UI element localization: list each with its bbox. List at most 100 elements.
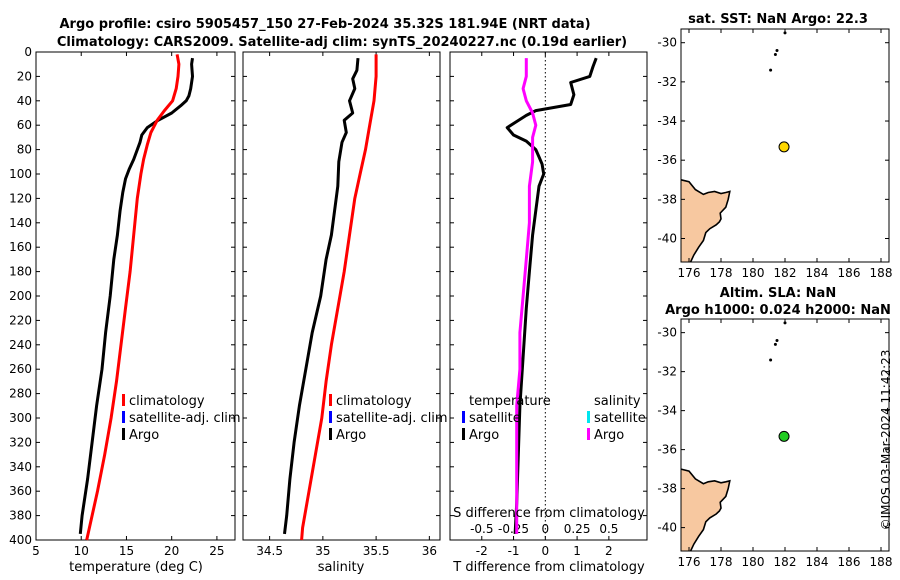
x-tick-label: 178 (710, 266, 733, 280)
x-tick-label: 10 (74, 544, 89, 558)
x-tick-label: 184 (806, 555, 829, 569)
land-area (681, 179, 730, 262)
legend-label: satellite-adj. clim (336, 411, 448, 426)
x-tick-label: -2 (476, 544, 488, 558)
y-tick-label: 340 (9, 460, 32, 474)
x-tick-label: 25 (209, 544, 224, 558)
x-tick-label: 186 (838, 266, 861, 280)
coastline (680, 179, 731, 263)
legend-swatch (329, 411, 332, 423)
y-tick-label: 100 (9, 167, 32, 181)
y-tick-label: 160 (9, 240, 32, 254)
x-tick-label: 186 (838, 555, 861, 569)
series-argo (283, 57, 360, 535)
y-tick-label: 40 (17, 94, 32, 108)
series-climatology (85, 54, 181, 541)
x-tick-label: 20 (164, 544, 179, 558)
y-tick-label: 180 (9, 265, 32, 279)
legend-label: satellite-adj. clim (129, 411, 241, 426)
legend-swatch (587, 411, 590, 423)
track-point (783, 321, 787, 325)
legend-label: climatology (336, 394, 412, 409)
y-tick-label: -38 (657, 482, 677, 496)
legend-label: Argo (336, 428, 366, 443)
t-difference-xlabel: T difference from climatology (452, 560, 645, 575)
sla-map: 176 178 180 182 184 186 188 -30 -32 -34 -36 -38 -40 (657, 318, 892, 569)
profile-location-marker (778, 141, 790, 153)
title-line1: Argo profile: csiro 5905457_150 27-Feb-2… (59, 17, 590, 32)
y-tick-label: 240 (9, 338, 32, 352)
sla-map-title-line2: Argo h1000: 0.024 h2000: NaN (665, 303, 891, 318)
x-tick-label: 5 (32, 544, 40, 558)
legend-label: salinity (594, 394, 641, 409)
legend-label: climatology (129, 394, 205, 409)
y-tick-label: -40 (657, 232, 677, 246)
y-tick-label: 140 (9, 216, 32, 230)
x-tick-label: 15 (119, 544, 134, 558)
series-argo (78, 57, 194, 535)
legend-label: temperature (469, 394, 551, 409)
track-point (773, 342, 777, 346)
legend-label: Argo (469, 428, 499, 443)
track-point (769, 68, 773, 72)
y-tick-label: 400 (9, 533, 32, 547)
y-tick-label: -38 (657, 192, 677, 206)
legend-swatch (587, 428, 590, 440)
axes-frame (242, 51, 441, 541)
x-tick-label: 182 (774, 555, 797, 569)
x-tick-label: 178 (710, 555, 733, 569)
x-tick-label: 180 (742, 555, 765, 569)
profile-location-marker (778, 430, 790, 442)
legend-swatch (329, 428, 332, 440)
s-diff-tick-label: -0.25 (498, 522, 529, 536)
y-tick-label: -32 (657, 365, 677, 379)
series-s-difference-argo- (515, 58, 538, 534)
x-tick-label: 188 (870, 266, 893, 280)
legend-swatch (462, 428, 465, 440)
y-tick-label: -30 (657, 326, 677, 340)
y-tick-label: -34 (657, 404, 677, 418)
x-tick-label: 34.5 (256, 544, 283, 558)
s-diff-tick-label: -0.5 (470, 522, 493, 536)
imos-timestamp: ©IMOS 03-Mar-2024 11:42:23 (879, 350, 893, 531)
salinity-panel: 34.5 35 35.5 36 climatology satellite-adj. cl… (242, 51, 448, 558)
salinity-xlabel: salinity (318, 560, 365, 575)
temperature-panel: 0 20 40 60 80 100 120 140 160 180 200 220 240 260 280 3… (9, 45, 241, 558)
axes-frame (35, 51, 236, 541)
legend-swatch (587, 394, 590, 406)
s-diff-tick-label: 0.5 (599, 522, 618, 536)
x-tick-label: 2 (605, 544, 613, 558)
axes-frame (449, 51, 648, 541)
legend-swatch (122, 428, 125, 440)
legend-swatch (462, 411, 465, 423)
sst-map: 176 178 180 182 184 186 188 -30 -32 -34 -36 -38 -40 (657, 28, 893, 280)
y-tick-label: 20 (17, 69, 32, 83)
track-point (775, 338, 779, 342)
temperature-xlabel: temperature (deg C) (69, 560, 203, 575)
y-tick-label: -32 (657, 75, 677, 89)
y-tick-label: 380 (9, 509, 32, 523)
y-tick-label: 200 (9, 289, 32, 303)
track-point (775, 49, 779, 53)
s-difference-xlabel: S difference from climatology (453, 506, 645, 521)
track-point (769, 358, 773, 362)
legend-swatch (462, 394, 465, 406)
y-tick-label: 300 (9, 411, 32, 425)
x-tick-label: 176 (678, 555, 701, 569)
legend-swatch (329, 394, 332, 406)
title-line2: Climatology: CARS2009. Satellite-adj cli… (57, 35, 627, 50)
land-area (681, 469, 730, 551)
coastline (680, 468, 731, 552)
legend-swatch (122, 394, 125, 406)
series-climatology (300, 54, 378, 541)
y-tick-label: -30 (657, 36, 677, 50)
sla-map-title-line1: Altim. SLA: NaN (720, 286, 836, 301)
x-tick-label: 1 (573, 544, 581, 558)
y-tick-label: 320 (9, 435, 32, 449)
legend-label: satellite (469, 411, 521, 426)
track-point (773, 52, 777, 56)
y-tick-label: 60 (17, 118, 32, 132)
y-tick-label: 80 (17, 143, 32, 157)
x-tick-label: 176 (678, 266, 701, 280)
